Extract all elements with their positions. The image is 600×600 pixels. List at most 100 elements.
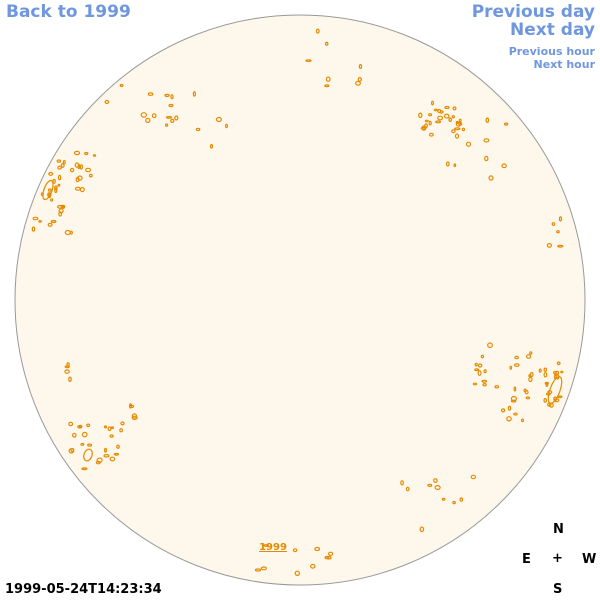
active-region-contour xyxy=(140,112,147,118)
active-region-contour xyxy=(358,63,363,69)
active-region-contour xyxy=(49,198,54,202)
active-region-contour xyxy=(195,127,201,132)
active-region-contour xyxy=(225,123,229,129)
active-region-contour xyxy=(92,154,97,157)
active-region-contour xyxy=(544,381,549,385)
active-region-contour xyxy=(260,566,267,571)
active-region-contour xyxy=(263,544,270,547)
back-to-year-link[interactable]: Back to 1999 xyxy=(6,2,131,22)
active-region-contour xyxy=(433,108,438,112)
active-region-contour xyxy=(58,208,64,214)
active-region-contour xyxy=(545,382,549,387)
active-region-contour xyxy=(168,103,174,108)
active-region-contour xyxy=(509,365,513,370)
active-region-contour xyxy=(47,222,53,227)
active-region-contour xyxy=(325,76,331,82)
compass-west-label: W xyxy=(582,552,597,567)
active-region-contour xyxy=(80,442,85,446)
active-region-contour xyxy=(452,500,456,505)
active-region-contour xyxy=(86,423,91,428)
active-region-contour xyxy=(483,369,487,374)
previous-hour-link[interactable]: Previous hour xyxy=(508,45,595,58)
active-region-contours xyxy=(31,28,564,577)
active-region-contour xyxy=(57,174,62,181)
active-region-contour xyxy=(58,211,63,217)
active-region-contour xyxy=(60,204,66,208)
active-region-contour xyxy=(324,84,330,88)
active-region-contour xyxy=(551,222,556,226)
active-region-contour xyxy=(81,467,88,471)
active-region-contour xyxy=(129,403,133,409)
active-region-contour xyxy=(513,363,520,367)
active-region-contour xyxy=(109,456,116,462)
active-region-contour xyxy=(85,167,92,173)
active-region-contour xyxy=(524,389,529,395)
active-region-contour xyxy=(510,399,517,403)
active-region-contour xyxy=(131,415,138,420)
active-region-contour xyxy=(84,151,89,156)
active-region-contour xyxy=(309,563,316,569)
active-region-contour xyxy=(474,368,480,372)
active-region-contour xyxy=(56,159,62,163)
active-region-contour xyxy=(556,230,560,234)
active-region-contour xyxy=(60,163,65,169)
active-region-contour xyxy=(103,425,107,429)
active-region-contour xyxy=(514,355,519,360)
active-region-contour xyxy=(487,342,493,349)
active-region-contour xyxy=(458,121,463,126)
active-region-contour xyxy=(465,141,472,147)
active-region-contour xyxy=(433,478,438,484)
active-region-contour xyxy=(458,118,462,123)
next-day-link[interactable]: Next day xyxy=(510,20,595,40)
active-region-contour xyxy=(459,497,464,502)
active-region-contour xyxy=(528,376,533,383)
active-region-contour xyxy=(192,91,196,97)
active-region-contour xyxy=(431,100,435,106)
active-region-contour xyxy=(520,418,525,423)
active-region-contour xyxy=(170,118,175,124)
active-region-contour xyxy=(543,367,548,372)
active-region-contour xyxy=(79,187,85,193)
active-region-contour xyxy=(488,175,494,181)
active-region-contour xyxy=(525,354,532,359)
active-region-contour xyxy=(113,452,120,456)
active-region-contour xyxy=(42,179,54,201)
compass-east-label: E xyxy=(522,552,531,567)
active-region-contour xyxy=(513,412,518,416)
active-region-contour xyxy=(254,568,262,572)
active-region-contour xyxy=(506,416,512,422)
active-region-contour xyxy=(116,444,120,449)
active-region-contour xyxy=(164,93,170,98)
active-region-contour xyxy=(434,485,441,491)
previous-day-link[interactable]: Previous day xyxy=(471,2,595,22)
active-region-contour xyxy=(529,351,533,355)
active-region-contour xyxy=(543,398,548,403)
active-region-contour xyxy=(107,426,112,432)
active-region-contour xyxy=(355,80,361,86)
active-region-contour xyxy=(439,110,444,114)
active-region-contour xyxy=(327,551,334,557)
compass-center-mark: + xyxy=(552,551,563,566)
active-region-contour xyxy=(87,443,93,447)
active-region-contour xyxy=(72,432,77,438)
active-region-contour xyxy=(525,396,531,400)
active-region-contour xyxy=(513,386,517,392)
active-region-contour xyxy=(503,122,509,126)
active-region-contour xyxy=(547,376,563,404)
next-hour-link[interactable]: Next hour xyxy=(533,58,596,71)
active-region-contour xyxy=(405,486,410,492)
active-region-contour xyxy=(428,132,434,137)
active-region-contour xyxy=(529,371,534,378)
active-region-contour xyxy=(120,421,125,426)
active-region-contour xyxy=(170,94,174,100)
active-region-contour xyxy=(483,138,490,143)
active-region-contour xyxy=(32,216,39,221)
active-region-contour xyxy=(443,113,450,119)
active-region-contour xyxy=(500,408,506,413)
active-region-contour xyxy=(453,163,457,168)
active-region-contour xyxy=(103,447,107,453)
active-region-contour xyxy=(57,165,62,170)
active-region-contour xyxy=(538,368,542,373)
year-1999-link[interactable]: 1999 xyxy=(259,542,287,553)
active-region-contour xyxy=(555,370,560,375)
